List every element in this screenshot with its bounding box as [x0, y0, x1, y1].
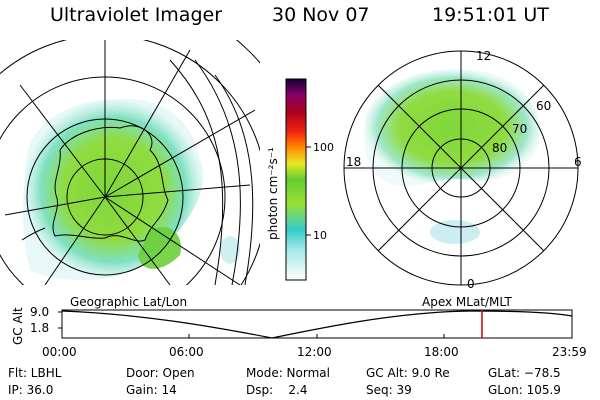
mlat-label-70: 70 — [512, 122, 527, 136]
colorbar — [285, 78, 307, 281]
info-ip: IP: 36.0 — [8, 383, 54, 397]
time-tick-1200: 12:00 — [297, 345, 332, 359]
mlt-label-6: 6 — [574, 155, 582, 169]
time-tick-2359: 23:59 — [552, 345, 587, 359]
info-glat: GLat: −78.5 — [488, 366, 561, 380]
mlt-label-0: 0 — [467, 277, 475, 291]
mlt-label-12: 12 — [476, 49, 491, 63]
info-gain: Gain: 14 — [126, 383, 177, 397]
info-gc-alt: GC Alt: 9.0 Re — [366, 366, 450, 380]
date-label: 30 Nov 07 — [272, 4, 370, 26]
mlat-label-80: 80 — [492, 141, 507, 155]
info-seq: Seq: 39 — [366, 383, 412, 397]
gc-alt-axis-label: GC Alt — [11, 307, 25, 345]
gc-alt-tick-high: 9.0 — [30, 305, 49, 319]
info-glon: GLon: 105.9 — [488, 383, 561, 397]
geographic-image — [0, 40, 260, 285]
time-tick-1800: 18:00 — [424, 345, 459, 359]
colorbar-tick-10: 10 — [313, 229, 327, 242]
info-filter: Flt: LBHL — [8, 366, 62, 380]
colorbar-label: photon cm⁻²s⁻¹ — [266, 147, 280, 240]
info-dsp: Dsp: 2.4 — [246, 383, 308, 397]
altitude-strip: 9.0 1.8 GC Alt Geographic Lat/Lon Apex M… — [11, 295, 573, 345]
time-tick-0600: 06:00 — [169, 345, 204, 359]
mlat-label-60: 60 — [536, 99, 551, 113]
colorbar-tick-100: 100 — [313, 141, 334, 154]
instrument-title: Ultraviolet Imager — [50, 4, 223, 26]
info-door: Door: Open — [126, 366, 195, 380]
gc-alt-tick-low: 1.8 — [30, 321, 49, 335]
info-mode: Mode: Normal — [246, 366, 330, 380]
strip-title-apex: Apex MLat/MLT — [422, 295, 512, 309]
polar-plot: 12 18 6 0 60 70 80 — [343, 49, 582, 291]
time-tick-0000: 00:00 — [42, 345, 77, 359]
strip-title-geographic: Geographic Lat/Lon — [70, 295, 187, 309]
time-label: 19:51:01 UT — [432, 4, 549, 26]
mlt-label-18: 18 — [346, 155, 361, 169]
